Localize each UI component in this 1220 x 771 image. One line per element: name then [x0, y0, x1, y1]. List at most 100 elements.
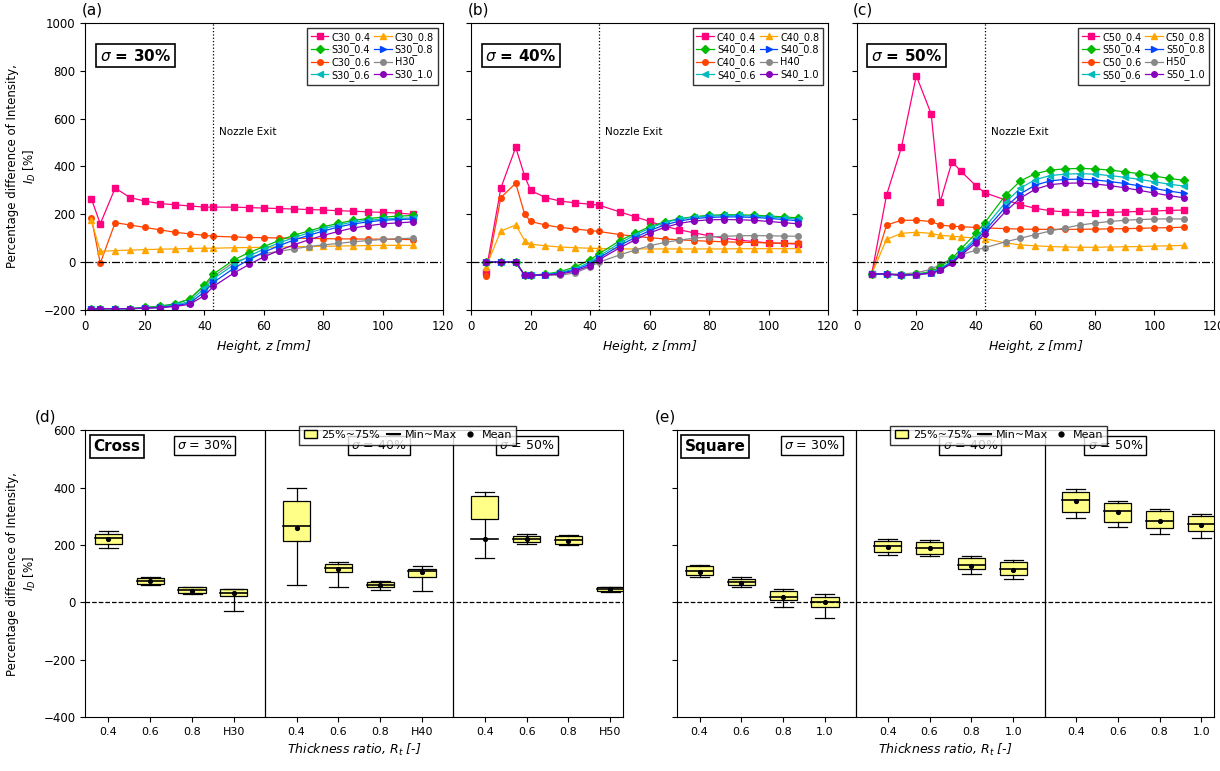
Y-axis label: Percentage difference of Intensity,
$I_D$ [%]: Percentage difference of Intensity, $I_D… — [6, 65, 38, 268]
S40_0.6 — [732, 210, 747, 220]
S30_0.4 — [198, 280, 212, 289]
C40_0.8 — [553, 242, 567, 251]
S40_0.8 — [687, 214, 701, 224]
C40_0.8 — [702, 244, 716, 254]
Bar — [1188, 516, 1215, 531]
Bar — [512, 536, 540, 542]
Text: (b): (b) — [467, 2, 489, 18]
C30_0.6 — [242, 233, 256, 242]
Line: S50_0.4: S50_0.4 — [869, 166, 1187, 278]
C50_0.8 — [924, 229, 938, 238]
S30_0.6 — [138, 303, 152, 312]
C50_0.4 — [1043, 206, 1058, 215]
C30_0.8 — [316, 241, 331, 251]
S30_0.6 — [287, 233, 301, 242]
S30_1.0 — [182, 300, 196, 309]
Line: S40_1.0: S40_1.0 — [483, 217, 802, 278]
S40_1.0 — [687, 217, 701, 226]
S40_0.6 — [612, 238, 627, 247]
C50_0.6 — [998, 224, 1013, 234]
S50_0.6 — [924, 268, 938, 278]
C30_0.4 — [107, 183, 122, 193]
C40_0.4 — [538, 193, 553, 202]
C40_0.6 — [509, 179, 523, 188]
Text: $\sigma$ = 40%: $\sigma$ = 40% — [486, 48, 556, 63]
H30 — [376, 234, 390, 244]
S30_0.8 — [346, 219, 361, 228]
S40_0.6 — [517, 271, 532, 280]
S50_0.8 — [998, 203, 1013, 212]
S50_0.6 — [1147, 177, 1161, 187]
Text: Square: Square — [684, 439, 745, 454]
C40_0.4 — [761, 238, 776, 247]
C40_0.4 — [509, 143, 523, 152]
S30_1.0 — [93, 304, 107, 313]
S40_0.6 — [478, 258, 493, 267]
C40_0.8 — [583, 244, 598, 253]
S50_0.6 — [998, 197, 1013, 207]
S30_0.6 — [272, 238, 287, 247]
H50 — [1087, 218, 1102, 227]
S50_0.6 — [1161, 180, 1176, 189]
S40_0.8 — [553, 268, 567, 278]
H30 — [346, 237, 361, 247]
C40_0.8 — [523, 240, 538, 249]
S30_1.0 — [361, 221, 376, 231]
S40_0.8 — [569, 265, 583, 274]
S50_1.0 — [864, 269, 878, 278]
S30_0.6 — [227, 260, 242, 269]
C40_0.6 — [583, 226, 598, 235]
H50 — [1132, 215, 1147, 224]
S50_0.8 — [909, 270, 924, 279]
C50_0.4 — [1177, 205, 1192, 214]
C50_0.6 — [944, 221, 959, 231]
C40_0.4 — [732, 235, 747, 244]
S30_0.8 — [107, 304, 122, 313]
S50_0.4 — [1118, 167, 1132, 177]
Text: Nozzle Exit: Nozzle Exit — [991, 127, 1048, 137]
S50_1.0 — [944, 258, 959, 268]
S40_1.0 — [776, 218, 791, 227]
S40_1.0 — [523, 271, 538, 280]
H40 — [658, 238, 672, 247]
H40 — [716, 231, 731, 241]
S50_0.4 — [1087, 164, 1102, 173]
C50_0.6 — [1118, 224, 1132, 234]
C30_0.8 — [390, 241, 405, 250]
Legend: 25%~75%, Min~Max, Mean: 25%~75%, Min~Max, Mean — [299, 426, 516, 445]
H50 — [894, 269, 909, 278]
S50_0.4 — [944, 254, 959, 263]
C30_0.6 — [93, 258, 107, 268]
C30_0.8 — [346, 241, 361, 251]
S40_0.8 — [509, 258, 523, 267]
H30 — [331, 239, 345, 248]
S40_0.6 — [716, 210, 731, 220]
H40 — [523, 271, 538, 280]
C50_0.6 — [1161, 223, 1176, 232]
H50 — [944, 254, 959, 263]
S30_0.6 — [301, 228, 316, 237]
S30_1.0 — [84, 304, 99, 313]
S40_0.4 — [583, 255, 598, 264]
C40_0.4 — [494, 183, 509, 193]
X-axis label: Height, $z$ [mm]: Height, $z$ [mm] — [601, 338, 698, 355]
S40_1.0 — [569, 267, 583, 276]
C40_0.8 — [538, 241, 553, 251]
S50_0.8 — [1072, 174, 1087, 183]
H50 — [1103, 217, 1118, 226]
C40_0.4 — [658, 221, 672, 231]
C50_0.8 — [864, 269, 878, 278]
H50 — [1177, 214, 1192, 224]
H40 — [538, 271, 553, 280]
Text: Nozzle Exit: Nozzle Exit — [220, 127, 277, 137]
Text: $\sigma$ = 50%: $\sigma$ = 50% — [1087, 439, 1143, 452]
C50_0.6 — [954, 222, 969, 231]
C30_0.8 — [107, 246, 122, 255]
C50_0.8 — [969, 234, 983, 243]
H40 — [672, 235, 687, 244]
C30_0.4 — [376, 207, 390, 217]
Text: $\sigma$ = 50%: $\sigma$ = 50% — [871, 48, 942, 63]
S30_0.6 — [198, 284, 212, 293]
S50_0.6 — [864, 269, 878, 278]
S30_1.0 — [198, 291, 212, 300]
